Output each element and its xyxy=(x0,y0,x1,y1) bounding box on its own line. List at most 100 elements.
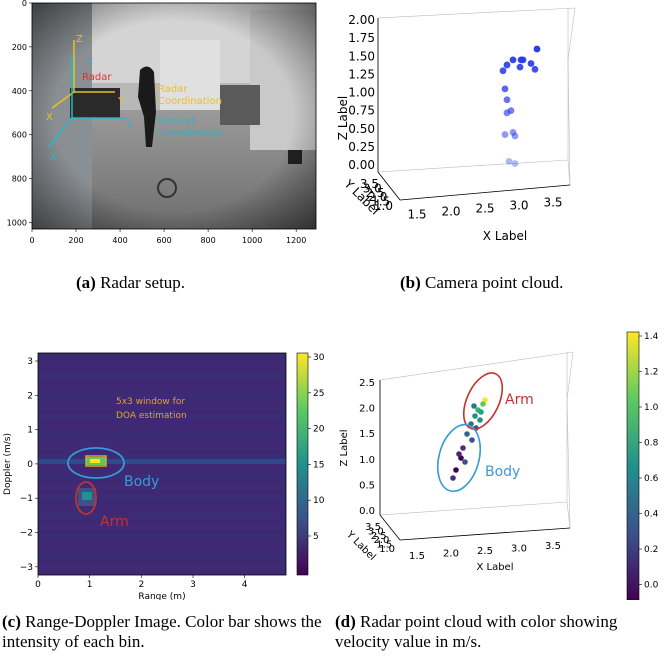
x-tick-label: 1000 xyxy=(242,236,262,245)
x-tick-label: 800 xyxy=(200,236,215,245)
z-axis-label: Z Label xyxy=(336,96,350,140)
colorbar-tick-label: 0.8 xyxy=(644,439,659,449)
camera-point xyxy=(527,60,535,67)
point-cloud xyxy=(499,45,541,167)
y-tick-label: 2 xyxy=(27,391,33,401)
body-ellipse xyxy=(436,423,482,493)
radar-point xyxy=(450,475,456,481)
radar-point xyxy=(456,451,462,457)
caption-c-text: Range-Doppler Image. Color bar shows the… xyxy=(2,612,322,651)
annotation-radar-coordination: Radar Coordination xyxy=(158,84,222,107)
heatmap-row xyxy=(38,383,286,389)
caption-b: (b) Camera point cloud. xyxy=(400,273,563,293)
heatmap-row xyxy=(38,413,286,419)
x-tick-label: 0 xyxy=(35,580,41,590)
heatmap-row xyxy=(38,373,286,379)
photo-y-ticks: 0 200 400 600 800 1000 xyxy=(7,0,32,227)
colorbar-tick-label: 30 xyxy=(313,353,325,363)
heatmap-row xyxy=(38,504,286,510)
x-tick-label: 2.0 xyxy=(443,548,459,559)
x-tick-label: 3.5 xyxy=(543,196,562,210)
camera-point xyxy=(499,67,507,75)
heatmap-row xyxy=(38,433,286,439)
z-tick-label: 0.5 xyxy=(359,480,375,491)
heatmap-row xyxy=(38,393,286,399)
coordinate-arrows xyxy=(47,40,125,149)
x-tick-label: 1.5 xyxy=(407,208,426,222)
caption-d: (d) Radar point cloud with color showing… xyxy=(335,612,661,652)
radar-point-cloud-figure: 2.52.01.51.00.50.0 1.5 2.0 2.5 3.0 3.5 3.53.… xyxy=(339,331,659,600)
heatmap-row xyxy=(38,353,286,358)
radar-point xyxy=(478,409,484,415)
y-tick-label: 0 xyxy=(22,0,27,8)
y-tick-label: 1.5 xyxy=(376,540,392,551)
x-tick-label: 4 xyxy=(242,580,248,590)
annotation-ground-coordination: Ground Coordination xyxy=(158,116,222,139)
colorbar-tick-label: 0.4 xyxy=(644,510,659,520)
photo-frame xyxy=(31,2,317,230)
y-axis-line xyxy=(377,171,401,201)
annotation-ground-coordination-line: Ground xyxy=(158,116,195,127)
arm-label: Arm xyxy=(100,514,129,530)
y-tick-label: 600 xyxy=(12,131,27,140)
y-tick-labels: 3 2 1 0 −1 −2 −3 xyxy=(20,357,38,573)
caption-d-tag: (d) xyxy=(335,612,356,631)
z-tick-label: 0.00 xyxy=(348,158,375,172)
heatmap-row xyxy=(38,423,286,429)
y-tick-label: 2.0 xyxy=(368,190,387,204)
doa-window-box xyxy=(85,455,107,467)
x-tick-label: 3.0 xyxy=(511,544,527,555)
radar-point xyxy=(453,467,459,473)
y-tick-label: 200 xyxy=(12,43,27,52)
heatmap-image xyxy=(38,353,286,575)
y-tick-label: 3.0 xyxy=(368,526,384,537)
x-tick-label: 1.5 xyxy=(409,551,425,562)
heatmap-row xyxy=(38,494,286,500)
z-tick-label: 0.50 xyxy=(348,122,375,136)
y-tick-label: 3.5 xyxy=(365,522,381,533)
colorbar-tick-label: 20 xyxy=(313,425,325,435)
annotation-x-yellow: X xyxy=(46,112,53,123)
camera-point xyxy=(531,65,539,73)
annotation-ground-coordination-line: Coordination xyxy=(158,128,222,139)
x-tick-label: 3 xyxy=(190,580,196,590)
body-label: Body xyxy=(124,474,159,490)
camera-point xyxy=(533,45,541,53)
y-tick-label: −1 xyxy=(20,494,33,504)
colorbar-tick-label: 25 xyxy=(313,389,324,399)
colorbar-tick-label: 0.6 xyxy=(644,474,659,484)
z-tick-label: 0.75 xyxy=(348,104,375,118)
body-ellipse xyxy=(67,447,125,479)
heatmap-row xyxy=(38,565,286,571)
caption-a-tag: (a) xyxy=(76,273,96,292)
heatmap-row xyxy=(38,534,286,540)
annotation-radar-coordination-line: Coordination xyxy=(158,96,222,107)
z-tick-label: 1.00 xyxy=(348,86,375,100)
y-tick-label: 800 xyxy=(12,175,27,184)
y-tick-labels: 3.53.02.52.01.51.0 xyxy=(360,177,393,213)
z-tick-label: 1.0 xyxy=(359,455,375,466)
x-axis-label: Range (m) xyxy=(138,592,185,600)
heatmap-row xyxy=(38,484,286,490)
colorbar-tick-label: 1.2 xyxy=(644,368,658,378)
annotation-y-yellow: Y xyxy=(117,96,125,107)
radar-point xyxy=(469,437,475,443)
radar-point xyxy=(464,431,470,437)
y-tick-label: −3 xyxy=(20,563,33,573)
z-tick-label: 1.50 xyxy=(348,49,375,63)
heatmap-row xyxy=(38,403,286,409)
camera-point xyxy=(501,131,509,138)
x-tick-label: 3.0 xyxy=(509,199,528,213)
x-axis-line xyxy=(399,527,571,541)
photo-image xyxy=(32,3,316,229)
body-label: Body xyxy=(485,464,520,480)
colorbar-tick-label: 0.0 xyxy=(644,581,659,591)
heatmap-row xyxy=(38,524,286,530)
z-axis-label: Z Label xyxy=(339,429,350,466)
y-tick-label: 3 xyxy=(27,357,33,367)
x-axis-label: X Label xyxy=(483,229,527,243)
caption-c-tag: (c) xyxy=(2,612,21,631)
caption-a-text: Radar setup. xyxy=(95,273,186,292)
arm-ellipse xyxy=(462,372,504,430)
colorbar-tick-label: 1.4 xyxy=(644,332,659,342)
